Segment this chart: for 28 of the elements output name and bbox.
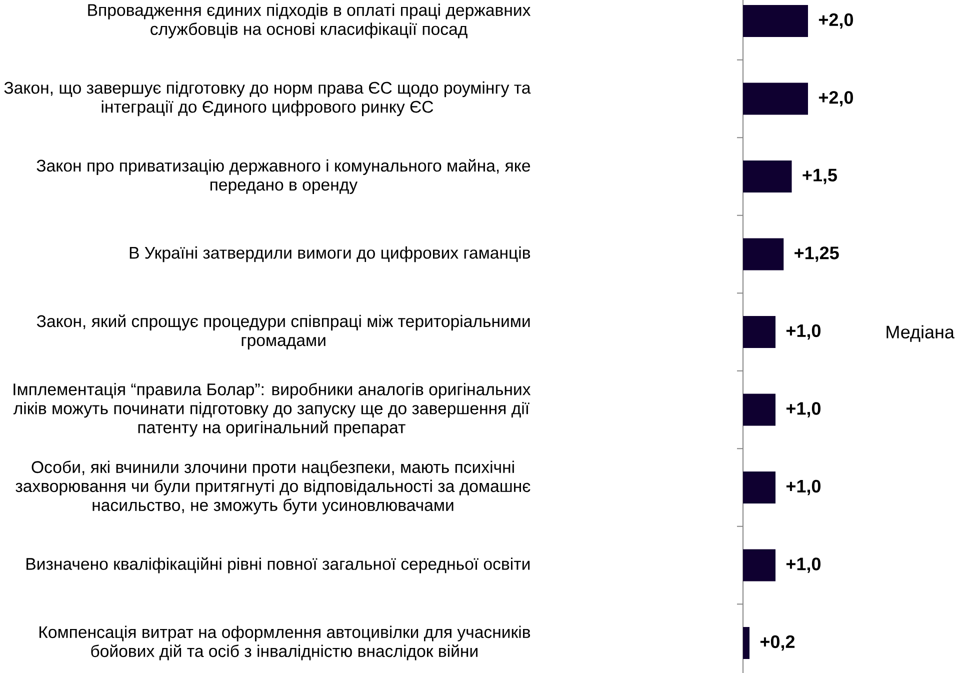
data-label: +1,0 xyxy=(786,480,820,496)
data-label: +2,0 xyxy=(818,13,853,29)
data-label: +1,0 xyxy=(786,402,820,418)
bar xyxy=(743,238,784,270)
y-tick-label: Закон, який спрощує процедури співпраці між територіальними громадами xyxy=(36,314,530,350)
bar xyxy=(743,5,808,37)
bar xyxy=(743,472,776,504)
bar xyxy=(743,160,792,192)
y-tick-label: Закон, що завершує підготовку до норм права ЄС щодо роумінгу та інтеграції до Єдиного цифрового ринку ЄС xyxy=(4,81,531,116)
y-tick-label: Визначено кваліфікаційні рівні повної загальної середньої освіти xyxy=(26,557,530,574)
data-label: +1,5 xyxy=(802,168,837,184)
y-tick-label: Особи, які вчинили злочини проти нацбезпеки, мають психічні захворювання чи були притягнуті до відповідальності за домашнє насильство, не зможуть бути усиновлювачами xyxy=(16,460,530,514)
data-label: +0,2 xyxy=(760,635,795,651)
data-label: +1,25 xyxy=(794,246,839,262)
data-label: +1,0 xyxy=(786,558,820,573)
text: Медіана xyxy=(886,325,954,342)
y-tick-label: Імплементація “правила Болар”: виробники аналогів оригінальних ліків можуть починати підготовку до запуску ще до завершення дії патенту на оригінальний препарат xyxy=(13,382,531,437)
bar xyxy=(743,394,776,426)
y-tick-label: Впровадження єдиних підходів в оплаті праці державних службовців на основі класифікації посад xyxy=(88,4,531,38)
data-label: +2,0 xyxy=(818,91,853,106)
bar xyxy=(743,627,750,660)
data-label: +1,0 xyxy=(786,324,820,340)
bar xyxy=(743,82,808,115)
bar xyxy=(743,549,776,582)
y-tick-label: Закон про приватизацію державного і комунального майна, яке передано в оренду xyxy=(36,159,530,194)
y-tick-label: Компенсація витрат на оформлення автоцивілки для учасників бойових дій та осіб з інвалідністю внаслідок війни xyxy=(40,626,530,660)
y-tick-label: В Україні затвердили вимоги до цифрових гаманців xyxy=(130,246,530,262)
bar xyxy=(743,316,776,348)
